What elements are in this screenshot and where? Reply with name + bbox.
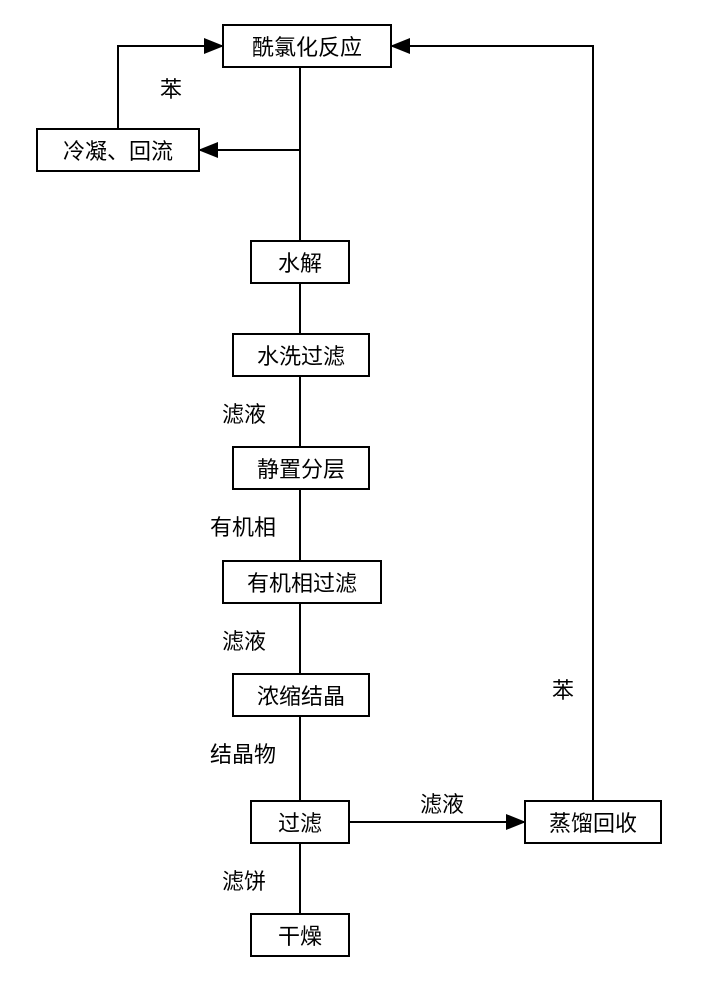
edge-label-filtrate-3: 滤液: [420, 787, 464, 819]
node-acyl-chloride-reaction: 酰氯化反应: [222, 24, 392, 68]
node-label: 有机相过滤: [247, 566, 357, 598]
node-label: 酰氯化反应: [252, 30, 362, 62]
node-filter: 过滤: [250, 800, 350, 844]
node-stand-layer: 静置分层: [232, 446, 370, 490]
node-label: 过滤: [278, 806, 322, 838]
edge-label-text: 滤液: [420, 792, 464, 817]
node-label: 静置分层: [257, 452, 345, 484]
node-condense-reflux: 冷凝、回流: [36, 128, 200, 172]
edge-label-organic-phase: 有机相: [210, 510, 276, 542]
edge-label-benzene-top: 苯: [160, 72, 182, 104]
node-distill-recover: 蒸馏回收: [524, 800, 662, 844]
edge-label-text: 滤液: [222, 402, 266, 427]
node-label: 水洗过滤: [257, 339, 345, 371]
edge-label-text: 苯: [160, 77, 182, 102]
edge-label-text: 滤饼: [222, 869, 266, 894]
edge-label-benzene-right: 苯: [552, 673, 574, 705]
edge-label-text: 滤液: [222, 629, 266, 654]
node-label: 蒸馏回收: [549, 806, 637, 838]
node-concentrate-crystallize: 浓缩结晶: [232, 673, 370, 717]
edge-label-filtrate-2: 滤液: [222, 624, 266, 656]
edge-label-filter-cake: 滤饼: [222, 864, 266, 896]
node-label: 冷凝、回流: [63, 134, 173, 166]
node-hydrolysis: 水解: [250, 240, 350, 284]
node-dry: 干燥: [250, 913, 350, 957]
edge-label-crystals: 结晶物: [210, 737, 276, 769]
node-label: 浓缩结晶: [257, 679, 345, 711]
edge-label-filtrate-1: 滤液: [222, 397, 266, 429]
node-wash-filter: 水洗过滤: [232, 333, 370, 377]
node-label: 干燥: [278, 919, 322, 951]
edge-label-text: 结晶物: [210, 742, 276, 767]
edge-label-text: 苯: [552, 678, 574, 703]
node-organic-filter: 有机相过滤: [222, 560, 382, 604]
node-label: 水解: [278, 246, 322, 278]
edge-label-text: 有机相: [210, 515, 276, 540]
